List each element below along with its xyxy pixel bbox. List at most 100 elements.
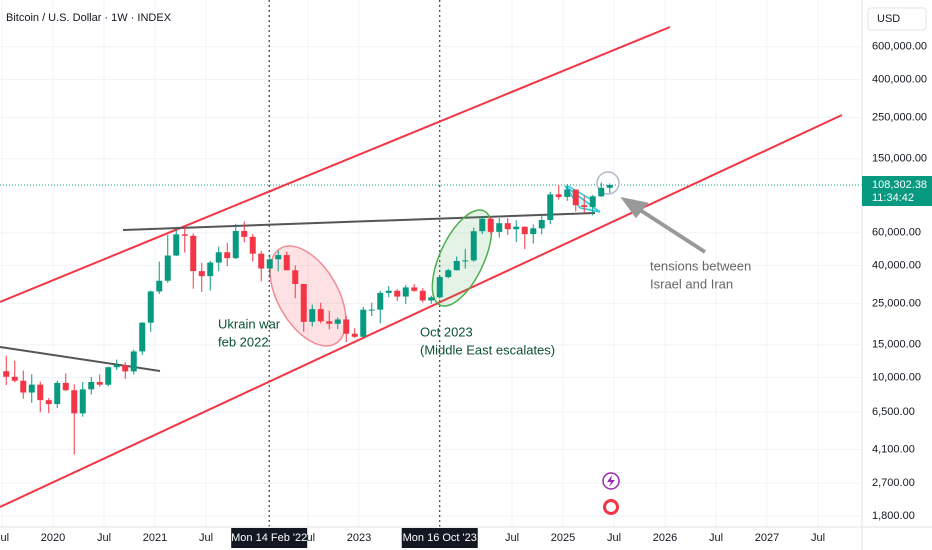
candle-body xyxy=(351,333,358,337)
x-tick-label: 2023 xyxy=(347,532,371,544)
candle-body xyxy=(394,290,401,297)
candle-body xyxy=(317,309,324,322)
candle-body xyxy=(11,376,18,381)
candle-body xyxy=(334,319,341,324)
candle-body xyxy=(292,270,299,284)
candle-body xyxy=(130,351,137,372)
y-tick-label: 150,000.00 xyxy=(872,153,927,165)
candle-body xyxy=(62,382,69,391)
candle-body xyxy=(436,277,443,298)
resistance-line xyxy=(122,212,596,231)
x-tick-label: Jul xyxy=(199,532,213,544)
candle-body xyxy=(462,260,469,262)
candle-body xyxy=(538,220,545,229)
candle-body xyxy=(547,194,554,221)
candle-body xyxy=(215,252,222,263)
y-tick-label: 25,000.00 xyxy=(872,297,921,309)
candle-body xyxy=(530,228,537,235)
annotation: Oct 2023 xyxy=(420,324,473,339)
axes: 600,000.00 400,000.00 250,000.00 150,000.00… xyxy=(0,41,932,548)
annotation: Ukrain war xyxy=(218,316,281,331)
candle-body xyxy=(266,259,273,269)
candle-body xyxy=(428,297,435,301)
candle-body xyxy=(487,218,494,232)
candle-body xyxy=(105,367,112,385)
candle-body xyxy=(572,189,579,206)
candle-body xyxy=(139,322,146,352)
annotations: Ukrain war feb 2022 Oct 2023 (Middle East e… xyxy=(218,258,751,357)
x-tick-label: 2021 xyxy=(143,532,167,544)
candle-body xyxy=(113,365,120,368)
candle-body xyxy=(606,185,613,188)
y-tick-label: 400,000.00 xyxy=(872,73,927,85)
y-tick-label: 6,500.00 xyxy=(872,406,915,418)
currency-button[interactable] xyxy=(867,7,927,31)
candle-body xyxy=(343,319,350,334)
highlight-ellipse xyxy=(269,245,347,347)
candle-body xyxy=(589,196,596,207)
channel-upper xyxy=(0,26,671,303)
candle-body xyxy=(37,384,44,401)
currency[interactable]: USD xyxy=(877,13,900,25)
candle-body xyxy=(419,290,426,301)
highlight-circle xyxy=(596,171,620,195)
candle-body xyxy=(385,290,392,293)
marker-label: Mon 16 Oct '23 xyxy=(403,532,477,544)
y-tick-label: 10,000.00 xyxy=(872,371,921,383)
event-icons xyxy=(602,472,620,515)
y-tick-label: 15,000.00 xyxy=(872,339,921,351)
candle-body xyxy=(453,260,460,271)
candle-body xyxy=(45,400,52,405)
candle-body xyxy=(360,309,367,337)
price-label: 108,302.38 xyxy=(872,179,927,191)
candle-body xyxy=(122,365,129,372)
candle-body xyxy=(181,234,188,236)
marker-label: Mon 14 Feb '22 xyxy=(231,532,307,544)
candle-body xyxy=(377,292,384,310)
x-tick-label: 2026 xyxy=(653,532,677,544)
y-tick-label: 600,000.00 xyxy=(872,41,927,53)
annotation: Israel and Iran xyxy=(650,276,733,291)
candle-body xyxy=(224,252,231,259)
candle-body xyxy=(411,287,418,291)
candle-body xyxy=(283,255,290,271)
candle-body xyxy=(402,287,409,297)
chart-title: Bitcoin / U.S. Dollar · 1W · INDEX xyxy=(6,12,172,24)
x-tick-label: Jul xyxy=(0,532,9,544)
price-timer: 11:34:42 xyxy=(872,192,914,204)
marker-label-bg xyxy=(231,528,308,548)
y-tick-label: 60,000.00 xyxy=(872,227,921,239)
candle-body xyxy=(79,389,86,414)
marker-label-bg xyxy=(401,528,478,548)
x-tick-label: 2025 xyxy=(551,532,575,544)
candle-body xyxy=(54,382,61,405)
candle-body xyxy=(598,187,605,197)
y-tick-label: 250,000.00 xyxy=(872,111,927,123)
candle-body xyxy=(96,382,103,385)
highlight-ellipse xyxy=(431,209,493,307)
y-tick-label: 1,800.00 xyxy=(872,510,915,522)
channel-lower xyxy=(0,114,843,508)
candle-body xyxy=(198,271,205,277)
annotation: feb 2022 xyxy=(218,334,269,349)
candle-body xyxy=(300,283,307,322)
x-tick-label: Jul xyxy=(709,532,723,544)
candle-body xyxy=(207,262,214,277)
price-label-bg xyxy=(862,176,932,207)
candle-body xyxy=(368,309,375,311)
candle-body xyxy=(564,189,571,197)
candle-body xyxy=(232,230,239,259)
candle-body xyxy=(445,270,452,278)
y-tick-label: 2,700.00 xyxy=(872,477,915,489)
candle-body xyxy=(479,218,486,232)
candle-body xyxy=(275,255,282,260)
annotation: tensions between xyxy=(650,258,751,273)
candle-body xyxy=(496,223,503,232)
candle-body xyxy=(28,384,35,393)
candle-body xyxy=(20,380,27,393)
candle-body xyxy=(164,255,171,281)
annotation: (Middle East escalates) xyxy=(420,342,555,357)
x-tick-label: Jul xyxy=(811,532,825,544)
candle-body xyxy=(309,309,316,322)
